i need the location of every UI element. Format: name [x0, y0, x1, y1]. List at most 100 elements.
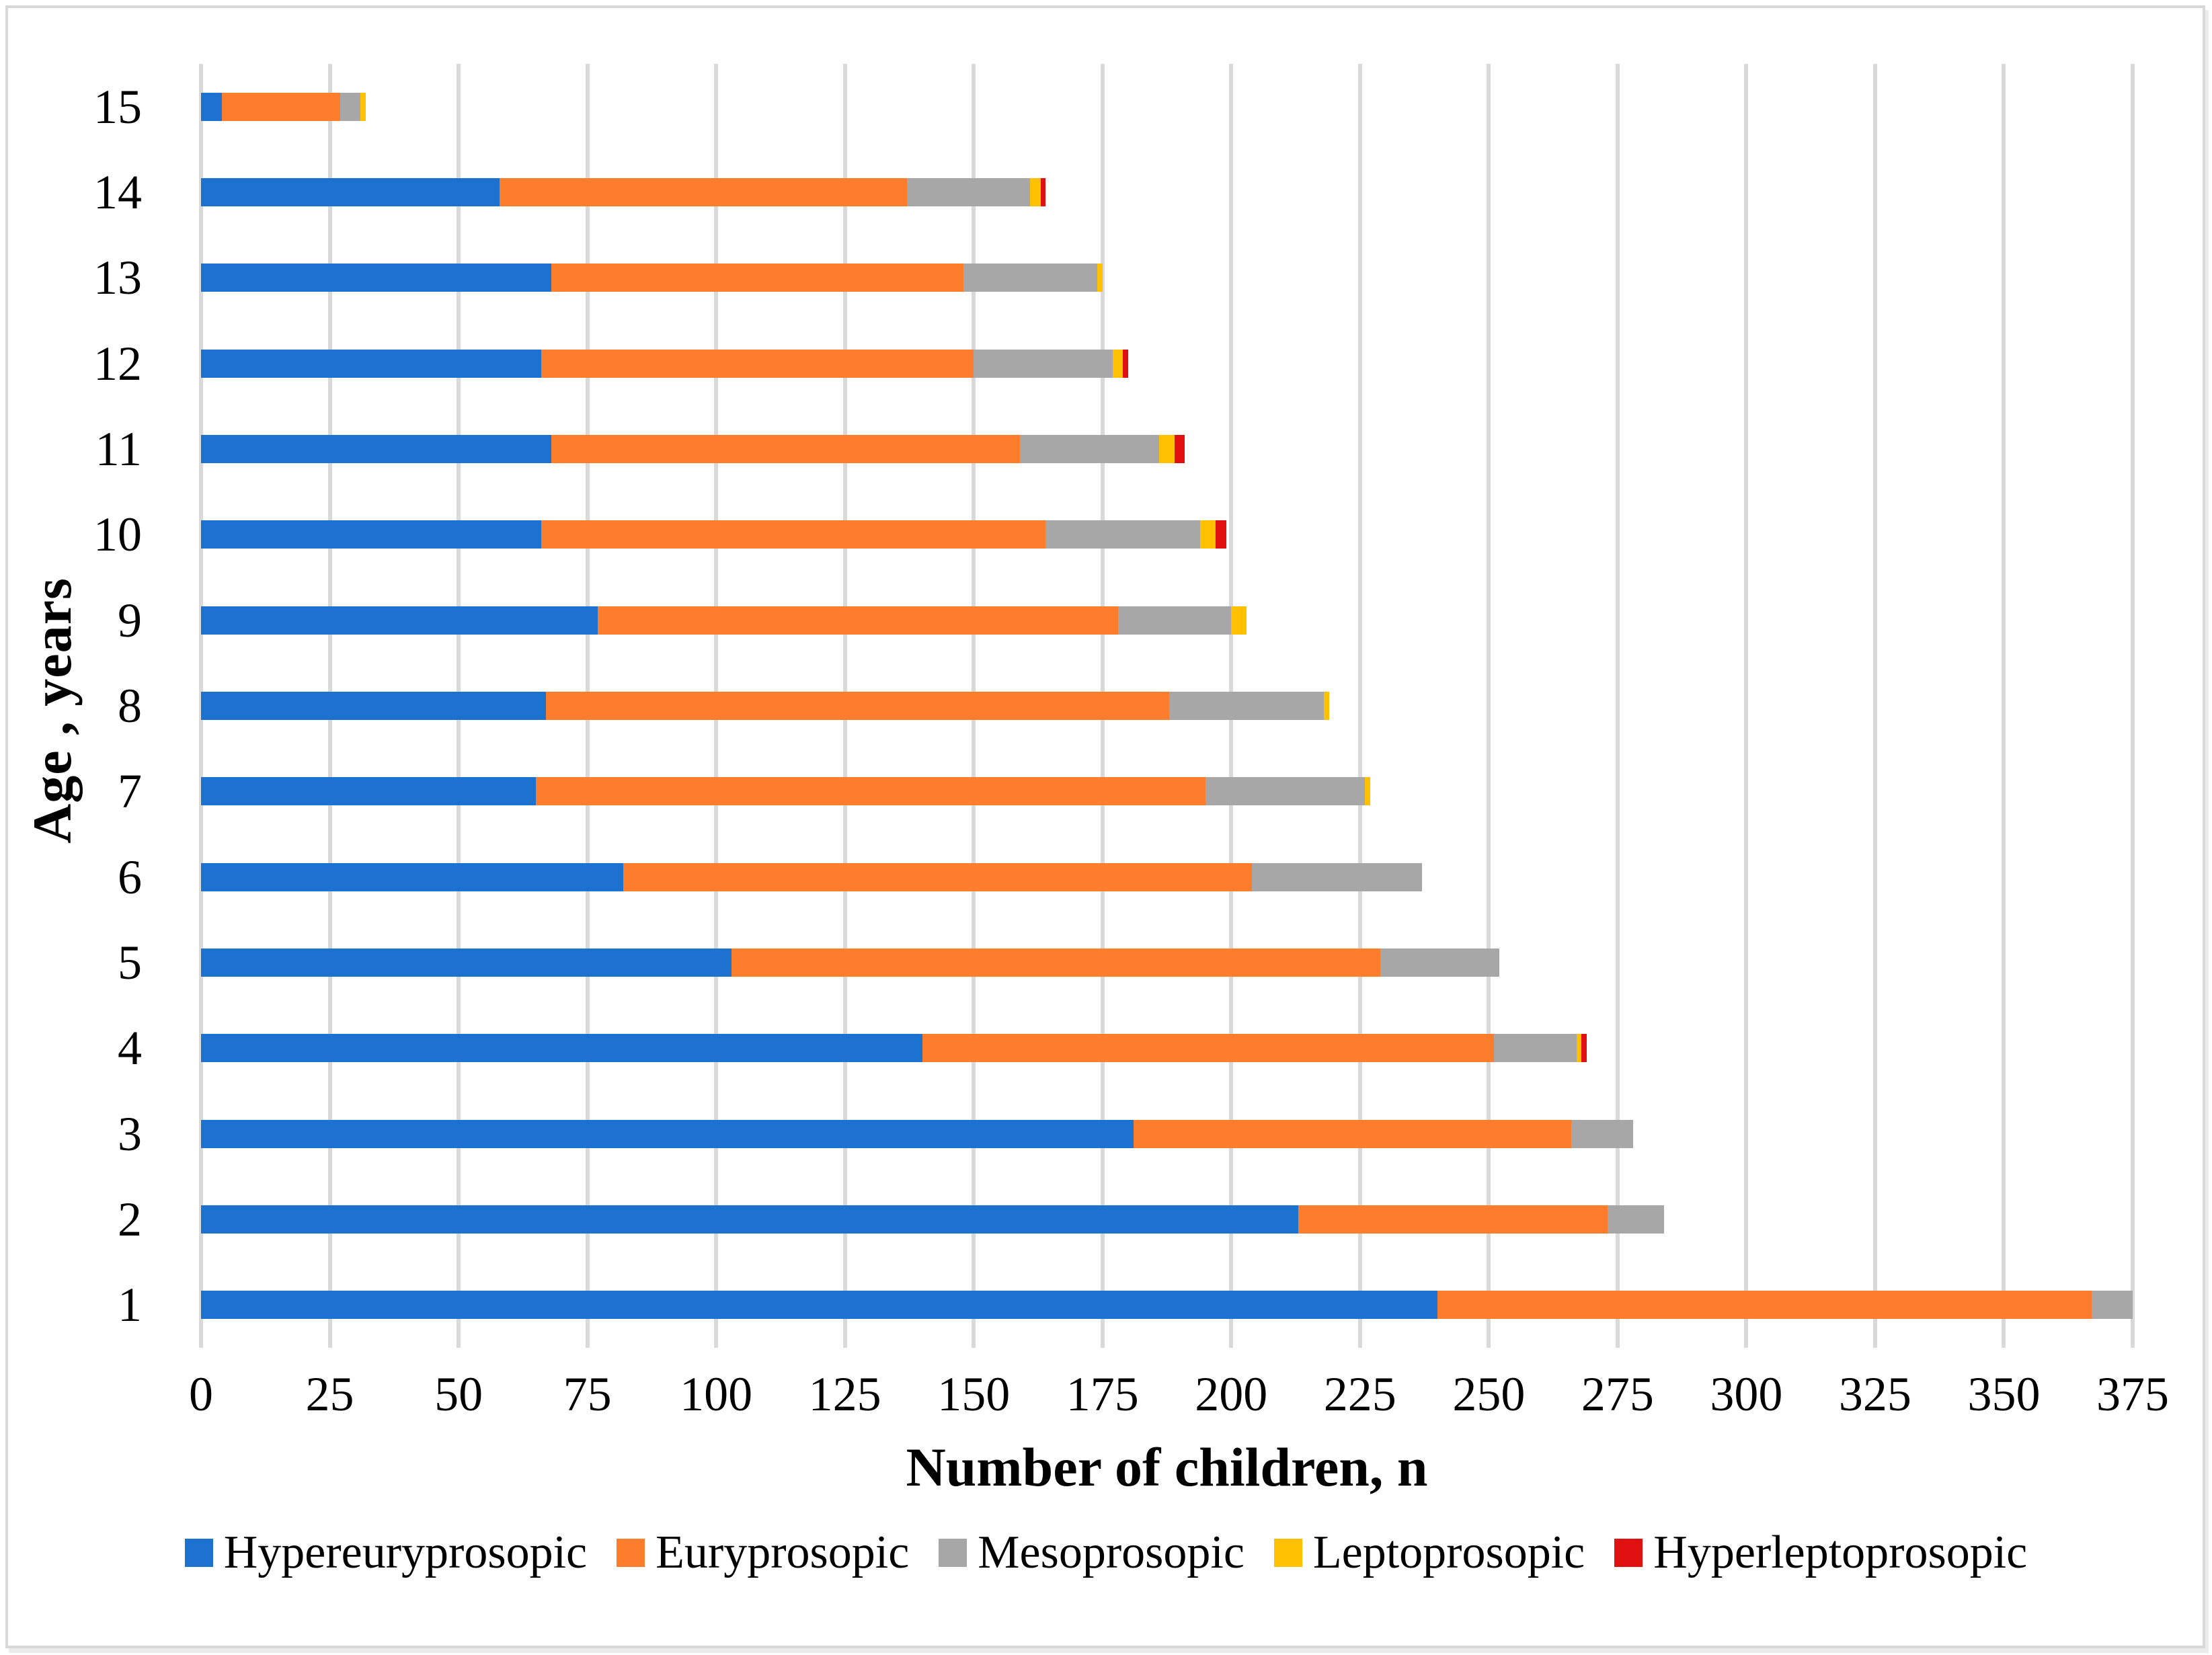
- legend-label: Leptoprosopic: [1312, 1527, 1585, 1578]
- bar-row: [201, 492, 2133, 577]
- x-tick-label: 300: [1710, 1367, 1783, 1421]
- bar-row: [201, 235, 2133, 321]
- bar-segment-hyperleptoprosopic: [1174, 434, 1185, 463]
- x-tick-label: 100: [680, 1367, 753, 1421]
- legend-swatch-hypereuryprosopic: [184, 1539, 213, 1567]
- plot-area: [199, 64, 2135, 1348]
- bar-segment-euryprosopic: [922, 1034, 1494, 1063]
- x-tick-label: 125: [808, 1367, 881, 1421]
- bar-segment-euryprosopic: [732, 948, 1381, 977]
- x-tick-label: 325: [1838, 1367, 1911, 1421]
- x-tick-label: 275: [1581, 1367, 1654, 1421]
- bar-stack: [201, 520, 1226, 549]
- y-tick-label: 13: [93, 251, 142, 305]
- bar-row: [201, 834, 2133, 920]
- bar-segment-euryprosopic: [551, 264, 963, 292]
- bar-segment-mesoprosopic: [2091, 1291, 2133, 1320]
- x-tick-label: 50: [434, 1367, 483, 1421]
- y-tick-label: 6: [118, 850, 142, 904]
- x-tick-label: 250: [1452, 1367, 1526, 1421]
- y-axis-title: Age , years: [22, 577, 83, 844]
- bar-row: [201, 663, 2133, 748]
- legend-item: Mesoprosopic: [939, 1529, 1245, 1576]
- gridline: [2002, 64, 2006, 1348]
- bar-stack: [201, 606, 1247, 635]
- legend-swatch-mesoprosopic: [939, 1539, 967, 1567]
- x-tick-label: 75: [563, 1367, 612, 1421]
- bar-stack: [201, 948, 1499, 977]
- bar-segment-hyperleptoprosopic: [1216, 520, 1226, 549]
- bar-stack: [201, 1205, 1664, 1234]
- bar-row: [201, 749, 2133, 834]
- gridline: [1487, 64, 1491, 1348]
- bar-segment-euryprosopic: [623, 862, 1252, 891]
- bar-segment-mesoprosopic: [1607, 1205, 1664, 1234]
- bar-stack: [201, 691, 1329, 720]
- bar-segment-euryprosopic: [1298, 1205, 1608, 1234]
- bar-row: [201, 1091, 2133, 1176]
- bar-segment-hypereuryprosopic: [201, 264, 551, 292]
- bar-row: [201, 64, 2133, 149]
- legend-label: Mesoprosopic: [978, 1527, 1245, 1578]
- bar-segment-leptoprosopic: [1113, 349, 1123, 378]
- bar-segment-mesoprosopic: [1571, 1119, 1633, 1148]
- y-tick-label: 10: [93, 508, 142, 562]
- bar-row: [201, 577, 2133, 663]
- x-tick-label: 200: [1195, 1367, 1268, 1421]
- x-tick-label: 350: [1967, 1367, 2041, 1421]
- bar-row: [201, 406, 2133, 491]
- bar-segment-leptoprosopic: [360, 92, 366, 121]
- legend-swatch-leptoprosopic: [1273, 1539, 1302, 1567]
- x-tick-label: 375: [2096, 1367, 2169, 1421]
- bar-segment-hyperleptoprosopic: [1581, 1034, 1587, 1063]
- x-tick-label: 225: [1323, 1367, 1396, 1421]
- bar-segment-euryprosopic: [221, 92, 340, 121]
- bar-segment-euryprosopic: [535, 777, 1206, 806]
- legend: Hypereuryprosopic Euryprosopic Mesoprosopi…: [27, 1529, 2185, 1576]
- bar-segment-hypereuryprosopic: [201, 1291, 1437, 1320]
- bar-segment-euryprosopic: [1437, 1291, 2092, 1320]
- bar-stack: [201, 862, 1422, 891]
- bar-segment-mesoprosopic: [906, 177, 1031, 206]
- bar-segment-euryprosopic: [541, 349, 974, 378]
- bar-segment-mesoprosopic: [340, 92, 361, 121]
- y-tick-label: 3: [118, 1106, 142, 1161]
- y-tick-label: 11: [95, 421, 142, 476]
- y-tick-label: 8: [118, 678, 142, 733]
- bar-segment-mesoprosopic: [1020, 434, 1159, 463]
- gridline: [1615, 64, 1620, 1348]
- y-tick-label: 5: [118, 935, 142, 990]
- bar-segment-leptoprosopic: [1158, 434, 1175, 463]
- bar-segment-mesoprosopic: [963, 264, 1098, 292]
- legend-label: Hyperleptoprosopic: [1653, 1527, 2028, 1578]
- bar-segment-hypereuryprosopic: [201, 606, 598, 635]
- gridline: [1872, 64, 1877, 1348]
- x-axis-tick-labels: 0 25 50 75 100 125 150 175 200 225 250 275 300 325 350…: [189, 1363, 2169, 1425]
- bar-row: [201, 149, 2133, 235]
- legend-label: Euryprosopic: [656, 1527, 910, 1578]
- legend-swatch-hyperleptoprosopic: [1614, 1539, 1643, 1567]
- y-tick-label: 2: [118, 1192, 142, 1246]
- y-tick-label: 9: [118, 593, 142, 647]
- x-tick-label: 175: [1066, 1367, 1139, 1421]
- y-tick-label: 7: [118, 764, 142, 819]
- bar-row: [201, 1262, 2133, 1348]
- bar-segment-hypereuryprosopic: [201, 1034, 922, 1063]
- gridline: [2131, 64, 2135, 1348]
- bar-segment-mesoprosopic: [1169, 691, 1325, 720]
- bar-segment-leptoprosopic: [1231, 606, 1247, 635]
- bar-segment-mesoprosopic: [1045, 520, 1201, 549]
- y-tick-label: 15: [93, 79, 142, 134]
- gridline: [1744, 64, 1749, 1348]
- bar-segment-euryprosopic: [541, 520, 1046, 549]
- legend-label: Hypereuryprosopic: [223, 1527, 588, 1578]
- y-tick-label: 4: [118, 1021, 142, 1076]
- bar-segment-euryprosopic: [500, 177, 907, 206]
- bar-row: [201, 920, 2133, 1005]
- y-axis-category-labels: 15 14 13 12 11 10 9 8 7 6 5 4 3 2 1: [0, 64, 171, 1348]
- bar-segment-leptoprosopic: [1200, 520, 1216, 549]
- bar-segment-hypereuryprosopic: [201, 1205, 1298, 1234]
- bar-segment-hypereuryprosopic: [201, 92, 222, 121]
- bar-row: [201, 1176, 2133, 1262]
- bar-segment-leptoprosopic: [1030, 177, 1041, 206]
